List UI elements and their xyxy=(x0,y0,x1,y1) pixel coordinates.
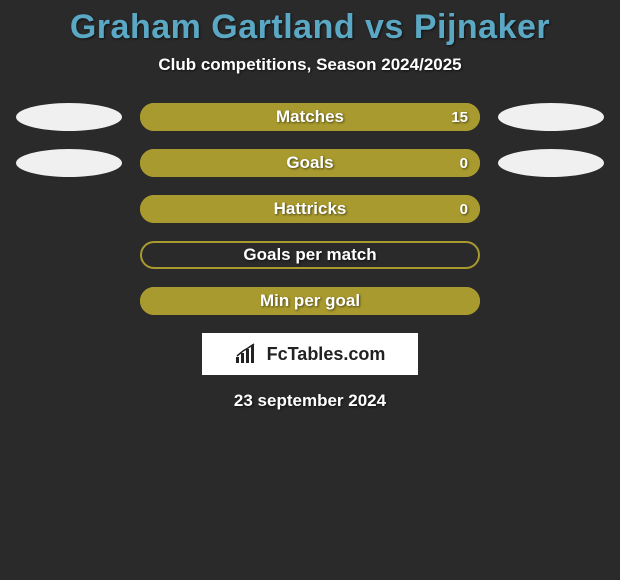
stat-bar: Hattricks0 xyxy=(140,195,480,223)
stat-row: Matches15 xyxy=(0,103,620,131)
stat-row: Min per goal xyxy=(0,287,620,315)
stat-row: Hattricks0 xyxy=(0,195,620,223)
stat-label: Goals per match xyxy=(140,241,480,269)
stat-bar: Goals0 xyxy=(140,149,480,177)
branding-badge: FcTables.com xyxy=(202,333,418,375)
stat-row: Goals0 xyxy=(0,149,620,177)
stat-label: Goals xyxy=(140,149,480,177)
comparison-infographic: Graham Gartland vs Pijnaker Club competi… xyxy=(0,0,620,411)
stat-label: Hattricks xyxy=(140,195,480,223)
subtitle: Club competitions, Season 2024/2025 xyxy=(0,55,620,75)
branding-text: FcTables.com xyxy=(267,344,386,365)
page-title: Graham Gartland vs Pijnaker xyxy=(0,8,620,47)
stat-bar: Goals per match xyxy=(140,241,480,269)
player-right-ellipse xyxy=(498,103,604,131)
player-right-ellipse xyxy=(498,149,604,177)
player-left-ellipse xyxy=(16,103,122,131)
stat-rows: Matches15Goals0Hattricks0Goals per match… xyxy=(0,103,620,315)
stat-value: 0 xyxy=(460,149,468,177)
stat-row: Goals per match xyxy=(0,241,620,269)
stat-bar: Min per goal xyxy=(140,287,480,315)
stat-value: 15 xyxy=(451,103,468,131)
player-left-ellipse xyxy=(16,149,122,177)
stat-label: Matches xyxy=(140,103,480,131)
date-text: 23 september 2024 xyxy=(0,391,620,411)
stat-bar: Matches15 xyxy=(140,103,480,131)
chart-bars-icon xyxy=(235,343,261,365)
stat-label: Min per goal xyxy=(140,287,480,315)
stat-value: 0 xyxy=(460,195,468,223)
